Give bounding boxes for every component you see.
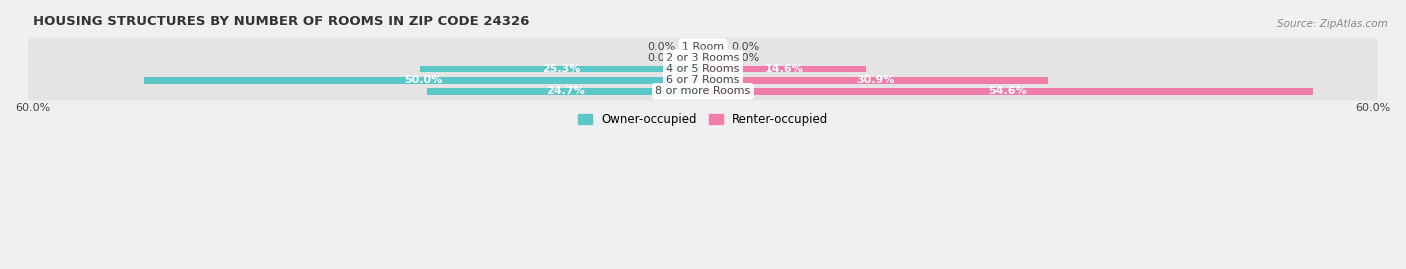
Text: 24.7%: 24.7% — [546, 86, 585, 96]
Bar — [703, 88, 1313, 95]
Text: 4 or 5 Rooms: 4 or 5 Rooms — [666, 64, 740, 74]
Text: Source: ZipAtlas.com: Source: ZipAtlas.com — [1277, 19, 1388, 29]
Legend: Owner-occupied, Renter-occupied: Owner-occupied, Renter-occupied — [572, 108, 834, 131]
Text: 0.0%: 0.0% — [731, 42, 759, 52]
FancyBboxPatch shape — [28, 49, 1378, 67]
Text: 50.0%: 50.0% — [405, 75, 443, 85]
FancyBboxPatch shape — [28, 82, 1378, 100]
Text: 8 or more Rooms: 8 or more Rooms — [655, 86, 751, 96]
Text: 14.6%: 14.6% — [765, 64, 804, 74]
Text: 0.0%: 0.0% — [647, 42, 675, 52]
Bar — [703, 66, 866, 72]
Text: HOUSING STRUCTURES BY NUMBER OF ROOMS IN ZIP CODE 24326: HOUSING STRUCTURES BY NUMBER OF ROOMS IN… — [32, 15, 529, 28]
Bar — [145, 77, 703, 84]
FancyBboxPatch shape — [28, 60, 1378, 78]
Bar — [703, 77, 1049, 84]
Text: 6 or 7 Rooms: 6 or 7 Rooms — [666, 75, 740, 85]
Text: 0.0%: 0.0% — [731, 53, 759, 63]
FancyBboxPatch shape — [28, 71, 1378, 89]
Bar — [420, 66, 703, 72]
Text: 25.3%: 25.3% — [543, 64, 581, 74]
Text: 2 or 3 Rooms: 2 or 3 Rooms — [666, 53, 740, 63]
Text: 54.6%: 54.6% — [988, 86, 1028, 96]
Bar — [427, 88, 703, 95]
Text: 0.0%: 0.0% — [647, 53, 675, 63]
FancyBboxPatch shape — [28, 38, 1378, 56]
Text: 30.9%: 30.9% — [856, 75, 894, 85]
Text: 1 Room: 1 Room — [682, 42, 724, 52]
